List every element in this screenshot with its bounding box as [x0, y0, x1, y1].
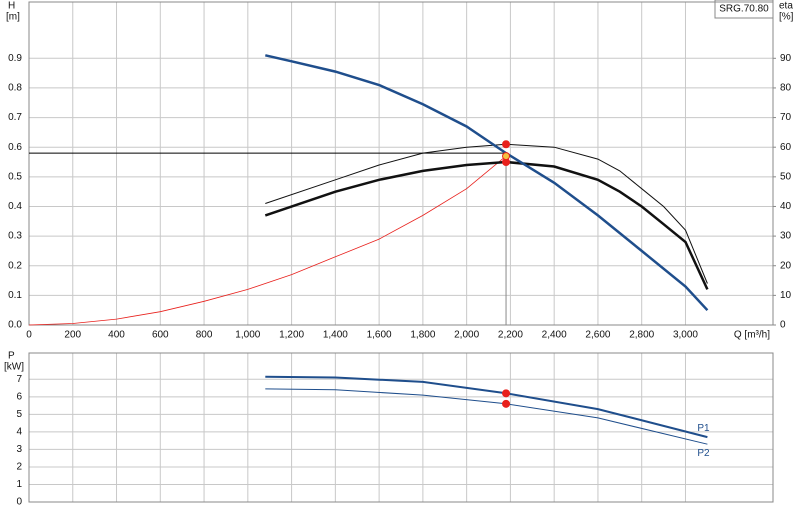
y2-axis-unit: [%] [779, 12, 794, 23]
y2-axis-label: eta [779, 1, 793, 12]
y-tick-label: 0.7 [8, 112, 22, 123]
x-tick-label: 1,600 [367, 330, 392, 341]
y-tick-label: 0 [16, 497, 22, 508]
y2-tick-label: 20 [780, 260, 792, 271]
x-tick-label: 1,200 [279, 330, 304, 341]
y-axis-unit: [m] [6, 12, 20, 23]
y2-tick-label: 10 [780, 290, 792, 301]
y-tick-label: 2 [16, 462, 22, 473]
y-tick-label: 1 [16, 479, 22, 490]
y2-tick-label: 80 [780, 83, 792, 94]
y-tick-label: 0.3 [8, 231, 22, 242]
y2-tick-label: 40 [780, 201, 792, 212]
y-tick-label: 7 [16, 374, 22, 385]
p-axis-label: P [8, 351, 15, 362]
curve [265, 143, 708, 284]
curve [265, 375, 708, 439]
x-tick-label: 400 [108, 330, 125, 341]
y2-tick-label: 90 [780, 53, 792, 64]
y-tick-label: 4 [16, 427, 22, 438]
x-axis-label: Q [m³/h] [734, 330, 770, 341]
curve [28, 155, 507, 326]
x-tick-label: 600 [152, 330, 169, 341]
plot-frame [28, 1, 774, 326]
x-tick-label: 2,600 [585, 330, 610, 341]
chart-title: SRG.70.80 [719, 4, 769, 15]
x-tick-label: 2,800 [629, 330, 654, 341]
operating-point [502, 399, 511, 408]
curve [265, 54, 709, 312]
y-tick-label: 5 [16, 409, 22, 420]
y2-tick-label: 0 [780, 320, 786, 331]
curve-label: P2 [697, 448, 710, 459]
x-tick-label: 1,400 [323, 330, 348, 341]
y2-tick-label: 60 [780, 142, 792, 153]
y2-tick-label: 70 [780, 112, 792, 123]
curve-label: P1 [697, 423, 710, 434]
y-tick-label: 0.5 [8, 171, 22, 182]
y-tick-label: 0.0 [8, 320, 22, 331]
y-tick-label: 0.1 [8, 290, 22, 301]
x-tick-label: 2,400 [542, 330, 567, 341]
y-tick-label: 0.6 [8, 142, 22, 153]
y-tick-label: 0.8 [8, 83, 22, 94]
p-axis-unit: [kW] [4, 362, 24, 373]
operating-point [502, 152, 511, 161]
y-tick-label: 0.4 [8, 201, 22, 212]
y2-tick-label: 30 [780, 231, 792, 242]
x-tick-label: 2,000 [454, 330, 479, 341]
y-axis-label: H [8, 1, 15, 12]
curve [265, 388, 708, 445]
y-tick-label: 0.2 [8, 260, 22, 271]
x-tick-label: 1,800 [410, 330, 435, 341]
operating-point [502, 389, 511, 398]
curve [264, 160, 709, 290]
x-tick-label: 800 [196, 330, 213, 341]
y-tick-label: 3 [16, 444, 22, 455]
operating-point [502, 140, 511, 149]
y2-tick-label: 50 [780, 171, 792, 182]
x-tick-label: 2,200 [498, 330, 523, 341]
x-tick-label: 1,000 [235, 330, 260, 341]
y-tick-label: 6 [16, 391, 22, 402]
x-tick-label: 0 [26, 330, 32, 341]
plot-frame [28, 352, 774, 503]
y-tick-label: 0.9 [8, 53, 22, 64]
x-tick-label: 200 [64, 330, 81, 341]
x-tick-label: 3,000 [673, 330, 698, 341]
